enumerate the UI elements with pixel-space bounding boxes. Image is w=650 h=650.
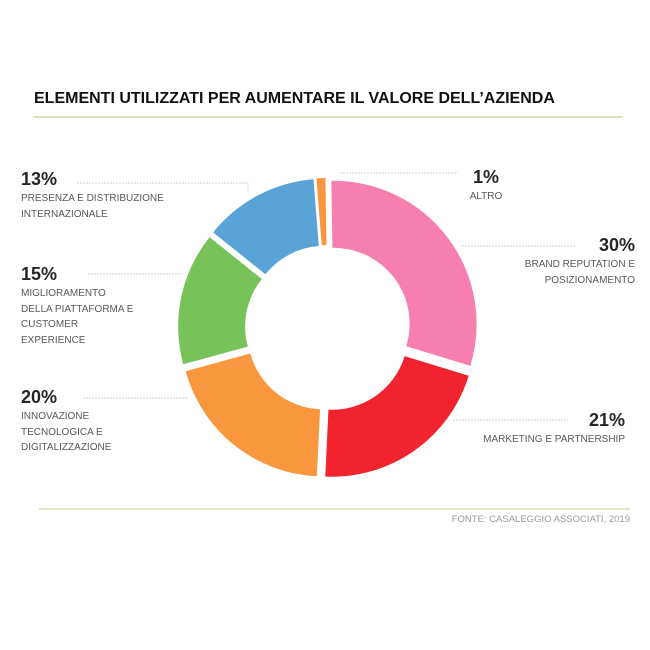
label-percent: 13%	[21, 169, 58, 189]
slice-presenza	[213, 179, 319, 275]
label-percent: 21%	[588, 410, 625, 430]
source-note: FONTE: CASALEGGIO ASSOCIATI, 2019	[451, 514, 630, 525]
label-line: DELLA PIATTAFORMA E	[21, 303, 134, 315]
label-percent: 30%	[598, 235, 635, 255]
label-presenza: 13% PRESENZA E DISTRIBUZIONE INTERNAZION…	[21, 169, 164, 222]
label-percent: 1%	[472, 167, 499, 187]
label-line: INTERNAZIONALE	[21, 208, 108, 220]
label-line: EXPERIENCE	[21, 334, 86, 346]
slice-brand-reputation	[331, 180, 477, 366]
slice-miglioramento	[178, 237, 262, 365]
label-line: BRAND REPUTATION E	[524, 259, 635, 270]
slice-altro	[316, 178, 327, 246]
label-line: DIGITALIZZAZIONE	[21, 442, 112, 453]
label-line: MARKETING E PARTNERSHIP	[483, 434, 625, 445]
label-description: INNOVAZIONE TECNOLOGICA E DIGITALIZZAZIO…	[21, 409, 111, 456]
label-line: PRESENZA E DISTRIBUZIONE	[21, 193, 164, 204]
label-miglioramento: 15% MIGLIORAMENTO DELLA PIATTAFORMA E CU…	[21, 264, 133, 348]
chart-title: ELEMENTI UTILIZZATI PER AUMENTARE IL VAL…	[34, 90, 555, 107]
label-marketing: 21% MARKETING E PARTNERSHIP	[483, 410, 625, 448]
label-description: ALTRO	[436, 189, 536, 205]
slice-innovazione	[185, 353, 321, 477]
label-line: CUSTOMER	[21, 319, 79, 330]
label-line: ALTRO	[469, 191, 503, 202]
label-innovazione: 20% INNOVAZIONE TECNOLOGICA E DIGITALIZZ…	[21, 387, 111, 456]
label-description: MIGLIORAMENTO DELLA PIATTAFORMA E CUSTOM…	[21, 286, 133, 348]
slice-marketing	[325, 356, 469, 477]
label-brand-reputation: 30% BRAND REPUTATION E POSIZIONAMENTO	[525, 235, 635, 288]
footer-divider	[39, 508, 630, 510]
label-percent: 20%	[21, 387, 58, 407]
leader-line-presenza	[77, 182, 249, 192]
label-altro: 1% ALTRO	[436, 167, 536, 205]
label-line: POSIZIONAMENTO	[544, 274, 635, 286]
leader-lines	[77, 172, 575, 421]
title-divider	[33, 116, 623, 118]
label-line: MIGLIORAMENTO	[21, 288, 106, 299]
label-description: PRESENZA E DISTRIBUZIONE INTERNAZIONALE	[21, 191, 164, 222]
label-percent: 15%	[21, 264, 58, 284]
donut-slices	[178, 178, 477, 477]
label-line: INNOVAZIONE	[21, 411, 90, 422]
label-line: TECNOLOGICA E	[21, 426, 103, 438]
label-description: BRAND REPUTATION E POSIZIONAMENTO	[525, 257, 635, 288]
label-description: MARKETING E PARTNERSHIP	[483, 432, 625, 448]
